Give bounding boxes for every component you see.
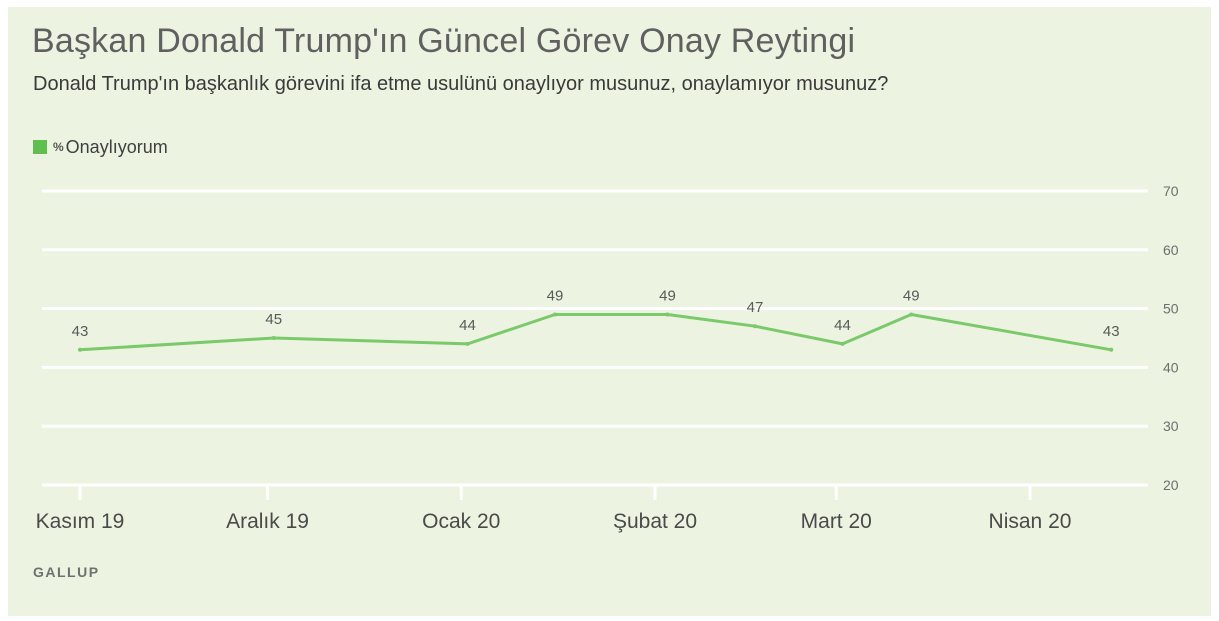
data-label-5: 47 (747, 299, 764, 316)
data-point-8 (1109, 347, 1114, 352)
y-tick-label-60: 60 (1163, 242, 1179, 258)
data-label-1: 45 (265, 311, 282, 328)
x-tick-label-2: Ocak 20 (422, 510, 500, 533)
data-label-6: 44 (834, 317, 851, 334)
x-tick-label-3: Şubat 20 (613, 510, 697, 533)
y-tick-label-70: 70 (1163, 183, 1179, 199)
y-tick-label-30: 30 (1163, 418, 1179, 434)
data-point-3 (553, 312, 557, 317)
chart-panel (8, 7, 1211, 616)
data-point-7 (909, 312, 914, 317)
legend-swatch (33, 140, 47, 154)
data-point-2 (465, 341, 470, 346)
y-tick-label-40: 40 (1163, 359, 1179, 375)
y-tick-label-50: 50 (1163, 301, 1179, 317)
chart-subtitle: Donald Trump'ın başkanlık görevini ifa e… (33, 73, 889, 95)
x-tick-label-1: Aralık 19 (226, 510, 309, 533)
chart-title: Başkan Donald Trump'ın Güncel Görev Onay… (32, 22, 856, 60)
data-point-6 (840, 341, 845, 346)
y-tick-label-20: 20 (1163, 477, 1179, 493)
source-label: GALLUP (33, 564, 100, 580)
x-tick-label-4: Mart 20 (801, 510, 872, 533)
data-label-7: 49 (903, 287, 920, 304)
legend-prefix: % (53, 140, 64, 154)
legend-label: Onaylıyorum (65, 136, 168, 157)
data-label-2: 44 (459, 317, 476, 334)
data-label-3: 49 (547, 287, 564, 304)
legend: % Onaylıyorum (33, 137, 168, 157)
data-point-5 (753, 324, 757, 329)
x-tick-label-5: Nisan 20 (989, 510, 1072, 533)
series-line (78, 313, 1113, 352)
data-point-0 (78, 347, 82, 352)
data-label-0: 43 (72, 323, 89, 340)
data-point-1 (271, 336, 276, 340)
data-point-4 (665, 312, 670, 317)
data-label-8: 43 (1103, 323, 1120, 340)
x-tick-label-0: Kasım 19 (36, 510, 125, 533)
data-label-4: 49 (659, 287, 676, 304)
